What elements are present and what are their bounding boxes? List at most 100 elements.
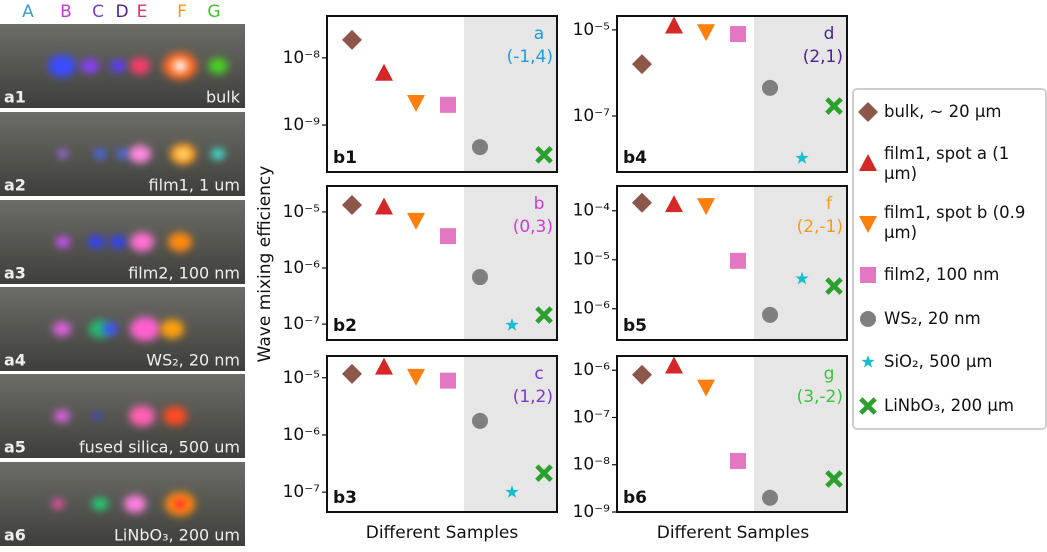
legend-label: LiNbO₃, 200 μm xyxy=(884,396,1014,416)
marker xyxy=(407,212,425,230)
light-spot xyxy=(208,58,228,74)
panel-label: b5 xyxy=(623,316,647,336)
marker xyxy=(440,96,456,113)
figure: Wave mixing efficiency Different Samples… xyxy=(0,2,848,546)
legend-marker xyxy=(859,216,877,234)
legend-marker xyxy=(860,310,876,327)
marker xyxy=(632,364,652,385)
marker xyxy=(825,277,843,295)
marker xyxy=(342,194,362,215)
legend-label: WS₂, 20 nm xyxy=(884,308,981,328)
legend-label: film1, spot b (0.9 μm) xyxy=(884,203,1026,243)
light-spot xyxy=(130,232,154,252)
legend-item: LiNbO₃, 200 μm xyxy=(856,394,1045,418)
legend-item: bulk, ~ 20 μm xyxy=(856,100,1045,124)
y-tick-label: 10⁻⁵ xyxy=(573,20,610,40)
marker xyxy=(697,24,715,42)
marker xyxy=(762,489,778,506)
annotation: d xyxy=(824,24,835,44)
y-tick-label: 10⁻⁶ xyxy=(573,360,611,380)
marker xyxy=(632,192,652,213)
legend-label: film1, spot a (1 μm) xyxy=(884,143,1010,183)
marker xyxy=(795,271,809,285)
photo-caption: bulk xyxy=(206,88,241,107)
marker xyxy=(535,464,553,482)
beam-label: B xyxy=(60,2,72,22)
panel-frame xyxy=(616,15,848,173)
y-axis-label: Wave mixing efficiency xyxy=(255,166,275,363)
light-spot xyxy=(129,405,155,427)
y-tick-label: 10⁻⁶ xyxy=(573,299,611,319)
legend-label: bulk, ~ 20 μm xyxy=(884,101,1002,121)
marker xyxy=(440,228,456,245)
marker xyxy=(535,146,553,164)
marker xyxy=(472,139,488,156)
y-tick-label: 10⁻⁷ xyxy=(573,106,611,126)
light-spot xyxy=(92,497,108,511)
photo-label: a3 xyxy=(4,264,26,283)
panel-frame xyxy=(616,355,848,513)
annotation-indices: (0,3) xyxy=(513,217,553,237)
panel-frame xyxy=(326,15,558,173)
marker xyxy=(665,195,683,213)
annotation-indices: (3,-2) xyxy=(797,387,843,407)
shaded-region xyxy=(754,356,847,512)
panel-label: b4 xyxy=(623,148,647,168)
annotation-indices: (1,2) xyxy=(513,387,553,407)
legend-item: WS₂, 20 nm xyxy=(856,307,1045,331)
light-spot xyxy=(94,149,106,159)
marker xyxy=(860,266,876,283)
light-spot xyxy=(129,145,151,163)
marker xyxy=(825,97,843,115)
light-spot xyxy=(54,409,70,423)
photo-label: a1 xyxy=(4,88,26,107)
beam-label: A xyxy=(22,2,34,22)
annotation: a xyxy=(534,24,544,44)
shaded-region xyxy=(464,356,557,512)
marker xyxy=(632,54,652,75)
light-spot xyxy=(130,317,160,341)
legend-label: SiO₂, 500 μm xyxy=(884,352,993,372)
photo-label: a5 xyxy=(4,438,26,457)
marker xyxy=(859,216,877,234)
panel-frame xyxy=(326,355,558,513)
marker xyxy=(697,198,715,216)
panel-label: b1 xyxy=(333,148,357,168)
light-spot xyxy=(174,499,186,509)
marker xyxy=(375,63,393,81)
marker xyxy=(505,485,519,498)
light-spot xyxy=(168,232,192,252)
annotation-indices: (-1,4) xyxy=(507,47,553,67)
marker xyxy=(730,252,746,269)
photo-caption: film2, 100 nm xyxy=(128,264,240,283)
marker xyxy=(859,153,877,171)
y-tick-label: 10⁻⁷ xyxy=(283,314,321,334)
marker xyxy=(407,95,425,113)
marker xyxy=(861,355,875,369)
marker xyxy=(472,412,488,429)
y-tick-label: 10⁻⁵ xyxy=(283,202,320,222)
annotation: c xyxy=(534,364,543,384)
legend-item: film2, 100 nm xyxy=(856,263,1045,287)
photo xyxy=(0,462,245,546)
light-spot xyxy=(58,150,68,158)
marker xyxy=(472,269,488,286)
panel-label: b3 xyxy=(333,488,357,508)
y-tick-label: 10⁻⁸ xyxy=(573,455,611,475)
marker xyxy=(342,29,362,50)
marker xyxy=(730,26,746,43)
y-tick-label: 10⁻⁶ xyxy=(283,258,321,278)
beam-label: D xyxy=(115,2,128,22)
legend-label: film2, 100 nm xyxy=(884,264,1000,284)
panel-frame xyxy=(616,185,848,341)
photo-label: a6 xyxy=(4,526,26,545)
y-tick-label: 10⁻⁷ xyxy=(573,407,611,427)
y-tick-label: 10⁻⁸ xyxy=(283,48,321,68)
light-spot xyxy=(211,148,225,160)
marker xyxy=(665,16,683,34)
y-tick-label: 10⁻⁴ xyxy=(573,201,611,221)
marker xyxy=(762,79,778,96)
light-spot xyxy=(48,54,76,78)
light-spot xyxy=(173,60,187,72)
